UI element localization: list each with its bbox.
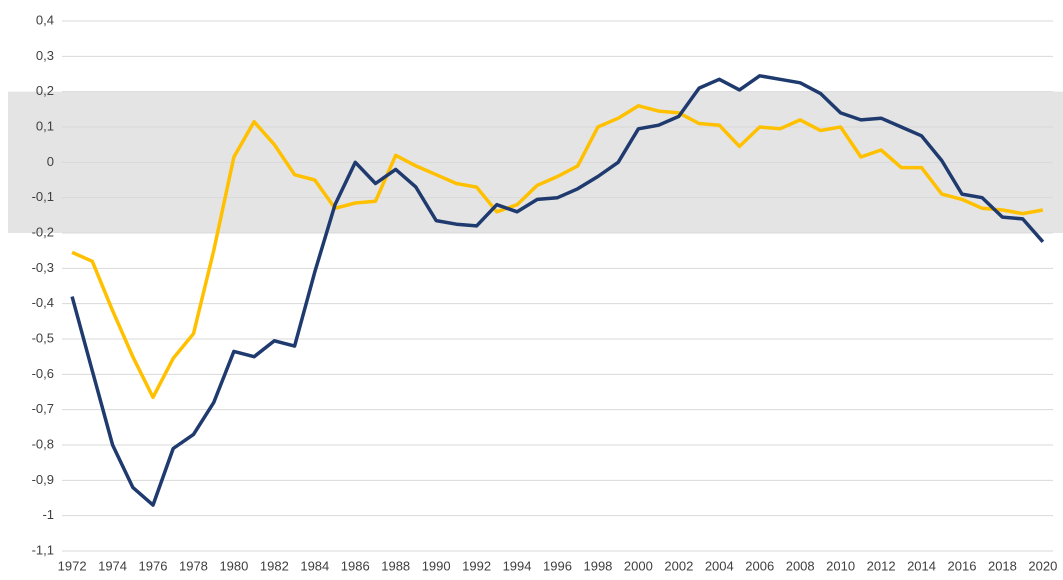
- x-tick-label: 1996: [543, 558, 572, 573]
- x-tick-label: 2000: [624, 558, 653, 573]
- x-tick-label: 1980: [219, 558, 248, 573]
- x-tick-label: 1982: [260, 558, 289, 573]
- x-tick-label: 2012: [867, 558, 896, 573]
- y-tick-label: -0,6: [32, 366, 54, 381]
- y-tick-label: 0,4: [36, 12, 54, 27]
- y-tick-label: -0,2: [32, 224, 54, 239]
- x-tick-label: 1994: [503, 558, 532, 573]
- x-tick-label: 1986: [341, 558, 370, 573]
- y-tick-label: 0,3: [36, 48, 54, 63]
- x-tick-label: 2006: [745, 558, 774, 573]
- y-tick-label: 0,2: [36, 83, 54, 98]
- series-line: [71, 104, 1044, 400]
- x-tick-label: 2016: [948, 558, 977, 573]
- x-tick-label: 1976: [139, 558, 168, 573]
- y-tick-label: -0,3: [32, 260, 54, 275]
- x-tick-label: 1978: [179, 558, 208, 573]
- x-tick-label: 1972: [58, 558, 87, 573]
- x-tick-label: 2018: [988, 558, 1017, 573]
- x-tick-label: 2020: [1028, 558, 1057, 573]
- series-line: [70, 74, 1045, 507]
- x-tick-label: 1990: [422, 558, 451, 573]
- x-tick-label: 1984: [300, 558, 329, 573]
- x-tick-label: 2002: [664, 558, 693, 573]
- y-tick-label: -1: [42, 507, 54, 522]
- x-tick-label: 2008: [786, 558, 815, 573]
- x-tick-label: 2010: [826, 558, 855, 573]
- x-tick-label: 2014: [907, 558, 936, 573]
- y-tick-label: -0,5: [32, 330, 54, 345]
- y-tick-label: -1,1: [32, 542, 54, 557]
- y-tick-label: -0,8: [32, 436, 54, 451]
- y-tick-label: -0,9: [32, 472, 54, 487]
- x-tick-label: 1988: [381, 558, 410, 573]
- x-tick-label: 1998: [583, 558, 612, 573]
- x-tick-label: 1992: [462, 558, 491, 573]
- y-tick-label: -0,4: [32, 295, 54, 310]
- x-tick-label: 1974: [98, 558, 127, 573]
- y-tick-label: -0,1: [32, 189, 54, 204]
- y-tick-label: -0,7: [32, 401, 54, 416]
- y-tick-label: 0,1: [36, 118, 54, 133]
- y-tick-label: 0: [47, 154, 54, 169]
- x-tick-label: 2004: [705, 558, 734, 573]
